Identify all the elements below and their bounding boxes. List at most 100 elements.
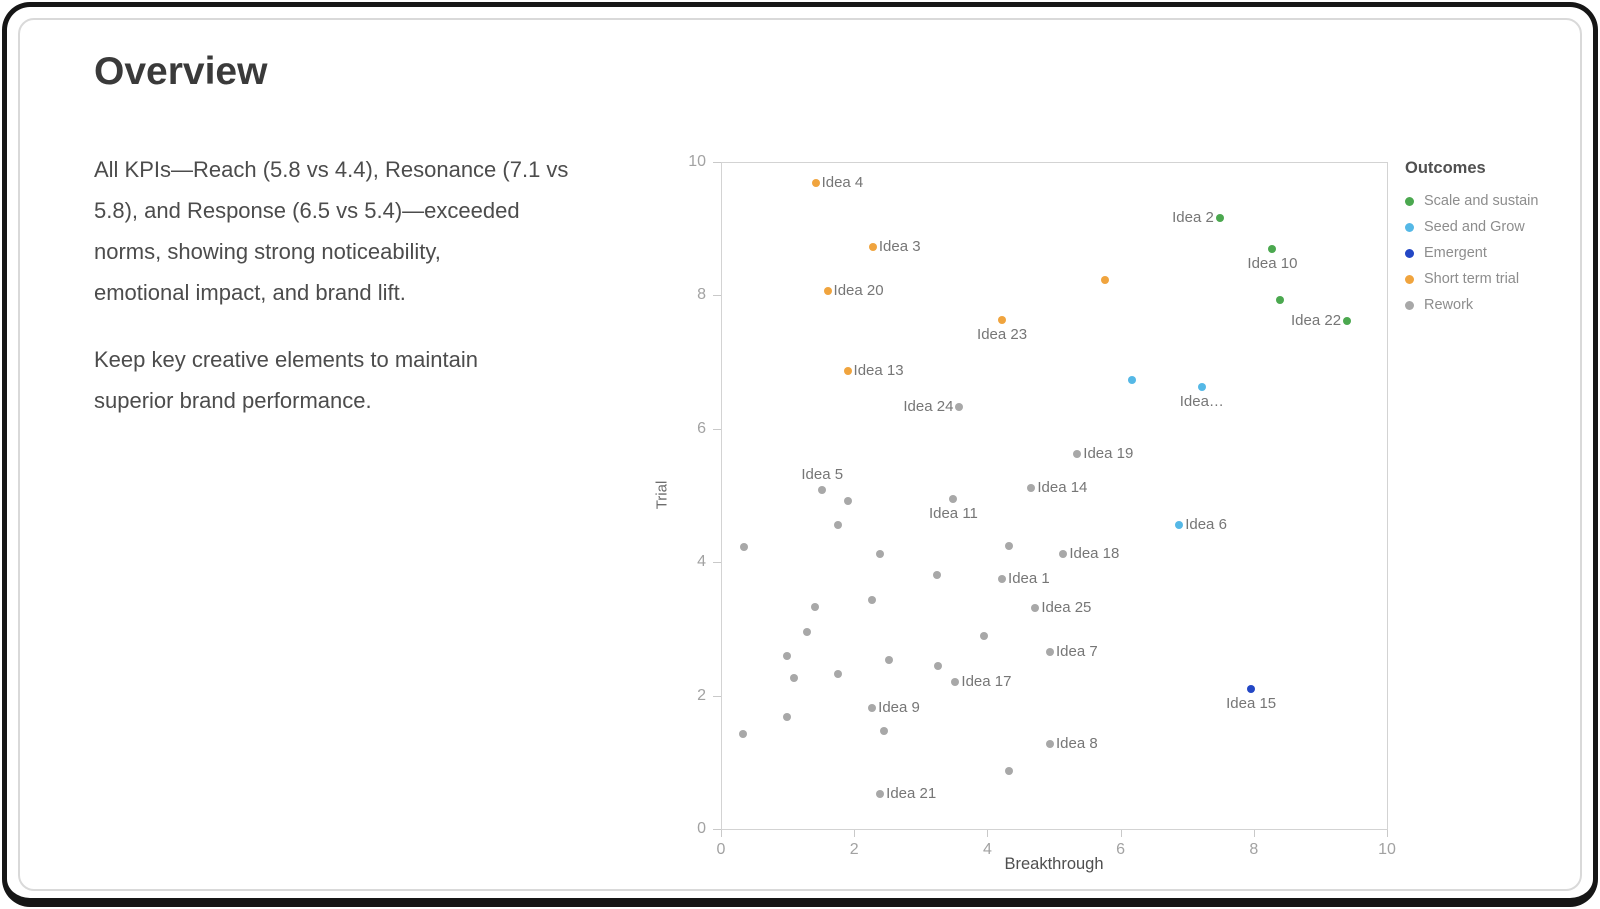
scatter-point[interactable] bbox=[738, 729, 747, 738]
legend-item-label: Scale and sustain bbox=[1424, 193, 1539, 209]
scatter-point[interactable] bbox=[884, 655, 893, 664]
scatter-point[interactable] bbox=[1059, 549, 1068, 558]
scatter-point-label: Idea 24 bbox=[903, 398, 954, 416]
x-tick-label: 4 bbox=[982, 841, 992, 858]
scatter-point[interactable] bbox=[834, 670, 843, 679]
scatter-point[interactable] bbox=[1100, 276, 1109, 285]
scatter-point[interactable] bbox=[876, 790, 885, 799]
scatter-plot-area bbox=[721, 162, 1388, 830]
scatter-point[interactable] bbox=[879, 726, 888, 735]
scatter-point[interactable] bbox=[843, 367, 852, 376]
scatter-point-label: Idea 11 bbox=[928, 504, 978, 522]
scatter-point[interactable] bbox=[1005, 542, 1014, 551]
y-axis-title: Trial bbox=[653, 480, 671, 510]
scatter-point[interactable] bbox=[802, 627, 811, 636]
scatter-point[interactable] bbox=[932, 570, 941, 579]
x-axis-tick bbox=[1120, 830, 1122, 837]
scatter-point[interactable] bbox=[818, 486, 827, 495]
x-axis-title: Breakthrough bbox=[1004, 855, 1104, 873]
x-axis-tick bbox=[721, 830, 722, 837]
y-tick-label: 10 bbox=[688, 153, 706, 170]
scatter-point[interactable] bbox=[1197, 383, 1206, 392]
legend-item[interactable]: Emergent bbox=[1405, 240, 1590, 266]
scatter-point[interactable] bbox=[1073, 450, 1082, 459]
scatter-point[interactable] bbox=[868, 242, 877, 251]
scatter-point-label: Idea 21 bbox=[886, 785, 937, 803]
scatter-point[interactable] bbox=[1268, 244, 1277, 253]
legend-item[interactable]: Rework bbox=[1405, 292, 1590, 318]
x-tick-label: 0 bbox=[716, 841, 726, 858]
scatter-point[interactable] bbox=[980, 631, 989, 640]
legend-item-label: Seed and Grow bbox=[1424, 219, 1525, 235]
summary-paragraph-1: All KPIs—Reach (5.8 vs 4.4), Resonance (… bbox=[94, 157, 569, 305]
scatter-point-label: Idea… bbox=[1179, 393, 1224, 411]
scatter-point-label: Idea 14 bbox=[1037, 479, 1088, 497]
y-tick-label: 0 bbox=[697, 820, 706, 837]
scatter-point[interactable] bbox=[868, 704, 877, 713]
scatter-point[interactable] bbox=[790, 674, 799, 683]
y-tick-label: 4 bbox=[697, 553, 706, 571]
scatter-point-label: Idea 3 bbox=[878, 237, 921, 255]
x-tick-label: 8 bbox=[1249, 841, 1259, 858]
legend-item-label: Short term trial bbox=[1424, 271, 1520, 287]
summary-paragraph-2: Keep key creative elements to maintain s… bbox=[94, 347, 478, 413]
legend-item[interactable]: Short term trial bbox=[1405, 266, 1590, 292]
legend-item-label: Rework bbox=[1424, 297, 1474, 313]
scatter-point[interactable] bbox=[1046, 647, 1054, 656]
y-axis-tick bbox=[713, 295, 721, 297]
y-axis-tick bbox=[713, 695, 721, 697]
legend-item[interactable]: Scale and sustain bbox=[1405, 188, 1590, 214]
y-tick-label: 6 bbox=[697, 419, 706, 437]
legend-item[interactable]: Seed and Grow bbox=[1405, 214, 1590, 240]
scatter-point[interactable] bbox=[934, 662, 943, 671]
scatter-point[interactable] bbox=[951, 678, 960, 687]
scatter-point[interactable] bbox=[782, 651, 791, 660]
x-axis-tick bbox=[854, 830, 856, 837]
x-tick-label: 2 bbox=[849, 841, 859, 858]
scatter-point[interactable] bbox=[1343, 316, 1352, 325]
scatter-point[interactable] bbox=[739, 542, 748, 551]
scatter-point[interactable] bbox=[1215, 214, 1224, 223]
scatter-point[interactable] bbox=[823, 286, 832, 295]
scatter-point[interactable] bbox=[1027, 484, 1036, 493]
scatter-point-label: Idea 19 bbox=[1083, 445, 1134, 463]
scatter-point[interactable] bbox=[955, 403, 964, 412]
scatter-point-label: Idea 23 bbox=[977, 326, 1028, 344]
scatter-point[interactable] bbox=[1247, 684, 1256, 693]
scatter-point[interactable] bbox=[876, 549, 885, 558]
y-axis-tick bbox=[713, 162, 721, 163]
scatter-point[interactable] bbox=[1127, 376, 1136, 385]
scatter-point-label: Idea 1 bbox=[1008, 569, 1050, 587]
y-axis-tick bbox=[713, 562, 721, 564]
y-axis-tick bbox=[713, 829, 721, 830]
scatter-point[interactable] bbox=[782, 712, 791, 721]
x-axis-tick bbox=[1387, 830, 1388, 837]
scatter-point[interactable] bbox=[949, 494, 958, 503]
scatter-point[interactable] bbox=[844, 496, 853, 505]
scatter-point-label: Idea 25 bbox=[1041, 598, 1092, 616]
scatter-point[interactable] bbox=[998, 574, 1007, 583]
legend-items: Scale and sustain Seed and Grow Emergent Sh… bbox=[1405, 188, 1590, 318]
scatter-point[interactable] bbox=[833, 520, 842, 529]
scatter-point[interactable] bbox=[1005, 766, 1014, 775]
scatter-point[interactable] bbox=[811, 179, 820, 188]
legend-item-label: Emergent bbox=[1424, 245, 1487, 261]
scatter-point-label: Idea 8 bbox=[1056, 735, 1098, 753]
scatter-point[interactable] bbox=[810, 602, 819, 611]
scatter-point-label: Idea 7 bbox=[1056, 642, 1098, 660]
legend-color-dot bbox=[1405, 274, 1414, 284]
legend-color-dot bbox=[1405, 248, 1414, 258]
scatter-point[interactable] bbox=[1175, 520, 1184, 529]
scatter-point-label: Idea 6 bbox=[1185, 515, 1227, 533]
scatter-point[interactable] bbox=[1046, 740, 1054, 749]
legend-color-dot bbox=[1405, 300, 1414, 310]
y-tick-label: 8 bbox=[697, 286, 706, 304]
scatter-point[interactable] bbox=[998, 316, 1007, 325]
summary-text-block: All KPIs—Reach (5.8 vs 4.4), Resonance (… bbox=[94, 149, 624, 447]
scatter-point-label: Idea 5 bbox=[801, 466, 844, 484]
scatter-point[interactable] bbox=[1276, 296, 1285, 305]
scatter-point[interactable] bbox=[868, 595, 877, 604]
scatter-point[interactable] bbox=[1031, 603, 1040, 612]
scatter-point-label: Idea 4 bbox=[821, 174, 864, 192]
